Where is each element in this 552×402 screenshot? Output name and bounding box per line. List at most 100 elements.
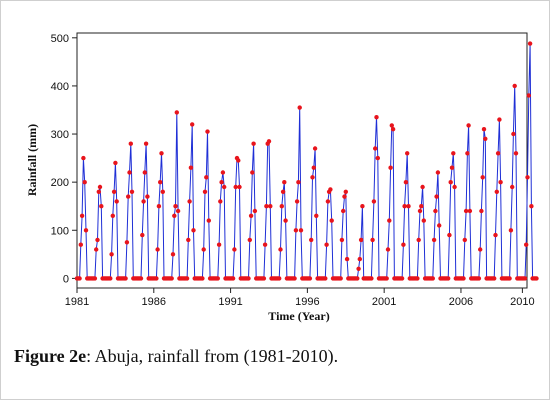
data-point — [160, 189, 165, 194]
data-point — [373, 146, 378, 151]
data-point — [292, 276, 297, 281]
data-point — [406, 204, 411, 209]
y-tick-label: 100 — [51, 225, 69, 237]
data-point — [206, 218, 211, 223]
data-point — [328, 187, 333, 192]
data-point — [524, 242, 529, 247]
data-point — [128, 141, 133, 146]
data-point — [497, 117, 502, 122]
data-point — [127, 170, 132, 175]
data-point — [314, 213, 319, 218]
x-tick-label: 2006 — [449, 296, 473, 308]
data-point — [483, 136, 488, 141]
data-point — [463, 208, 469, 214]
data-point — [188, 165, 194, 170]
data-point — [92, 276, 98, 281]
x-tick-label: 2010 — [510, 296, 534, 308]
data-point — [311, 165, 316, 170]
data-point — [507, 276, 512, 281]
data-point — [81, 155, 86, 161]
data-point — [262, 242, 268, 247]
data-point — [201, 247, 206, 252]
data-point — [358, 237, 364, 243]
data-point — [204, 175, 209, 180]
figure-label: Figure 2e — [14, 346, 87, 366]
data-point — [138, 276, 144, 281]
data-point — [108, 276, 113, 281]
data-point — [297, 105, 302, 110]
data-point — [237, 184, 242, 190]
data-point — [343, 189, 348, 194]
data-point — [374, 115, 379, 120]
data-point — [278, 247, 283, 252]
data-point — [529, 204, 534, 209]
data-point — [495, 151, 501, 156]
data-point — [310, 175, 315, 180]
data-point — [480, 175, 485, 180]
data-point — [357, 256, 362, 262]
data-point — [448, 180, 453, 185]
data-point — [498, 180, 503, 185]
data-point — [431, 237, 437, 243]
data-point — [402, 204, 407, 209]
data-point — [219, 180, 224, 185]
data-point — [187, 199, 192, 204]
data-point — [77, 276, 82, 281]
data-point — [268, 204, 273, 209]
data-point — [296, 180, 301, 185]
data-point — [449, 165, 455, 170]
data-point — [384, 276, 389, 281]
data-point — [476, 276, 482, 281]
data-point — [264, 204, 269, 209]
plot-area — [76, 32, 528, 289]
data-point — [451, 151, 456, 156]
x-axis: 1981 1986 1991 1996 2001 2006 2010 — [65, 288, 535, 308]
data-point — [111, 189, 117, 194]
data-point — [233, 184, 238, 190]
data-point — [126, 194, 131, 199]
data-point — [307, 276, 313, 281]
data-point — [280, 189, 286, 194]
data-point — [417, 208, 423, 214]
data-point — [338, 276, 343, 281]
data-point — [527, 41, 533, 46]
data-point — [370, 237, 375, 243]
data-point — [169, 276, 174, 281]
data-point — [465, 151, 470, 156]
data-point — [114, 199, 119, 204]
data-point — [325, 199, 331, 204]
data-point — [513, 151, 519, 156]
data-point — [339, 237, 345, 243]
data-point — [143, 141, 149, 146]
data-point — [399, 276, 405, 281]
data-point — [293, 228, 299, 233]
data-point — [403, 180, 409, 185]
data-point — [309, 237, 314, 243]
data-point — [277, 276, 282, 281]
data-point — [356, 266, 361, 271]
data-point — [446, 276, 451, 281]
data-point — [145, 194, 150, 199]
data-point — [96, 189, 102, 194]
data-point — [215, 276, 220, 281]
data-point — [401, 242, 406, 247]
data-point — [266, 139, 272, 144]
y-tick-label: 500 — [51, 33, 69, 45]
data-point — [416, 237, 421, 243]
data-point — [222, 184, 227, 190]
data-point — [184, 276, 190, 281]
data-point — [95, 237, 100, 243]
data-point — [461, 276, 466, 281]
data-point — [323, 276, 328, 281]
data-point — [462, 237, 467, 243]
data-point — [435, 170, 441, 175]
data-point — [420, 184, 425, 190]
data-point — [375, 155, 380, 161]
data-point — [360, 204, 365, 209]
data-point — [512, 83, 517, 89]
data-point — [218, 199, 223, 204]
data-point — [511, 131, 516, 137]
data-point — [200, 276, 205, 281]
